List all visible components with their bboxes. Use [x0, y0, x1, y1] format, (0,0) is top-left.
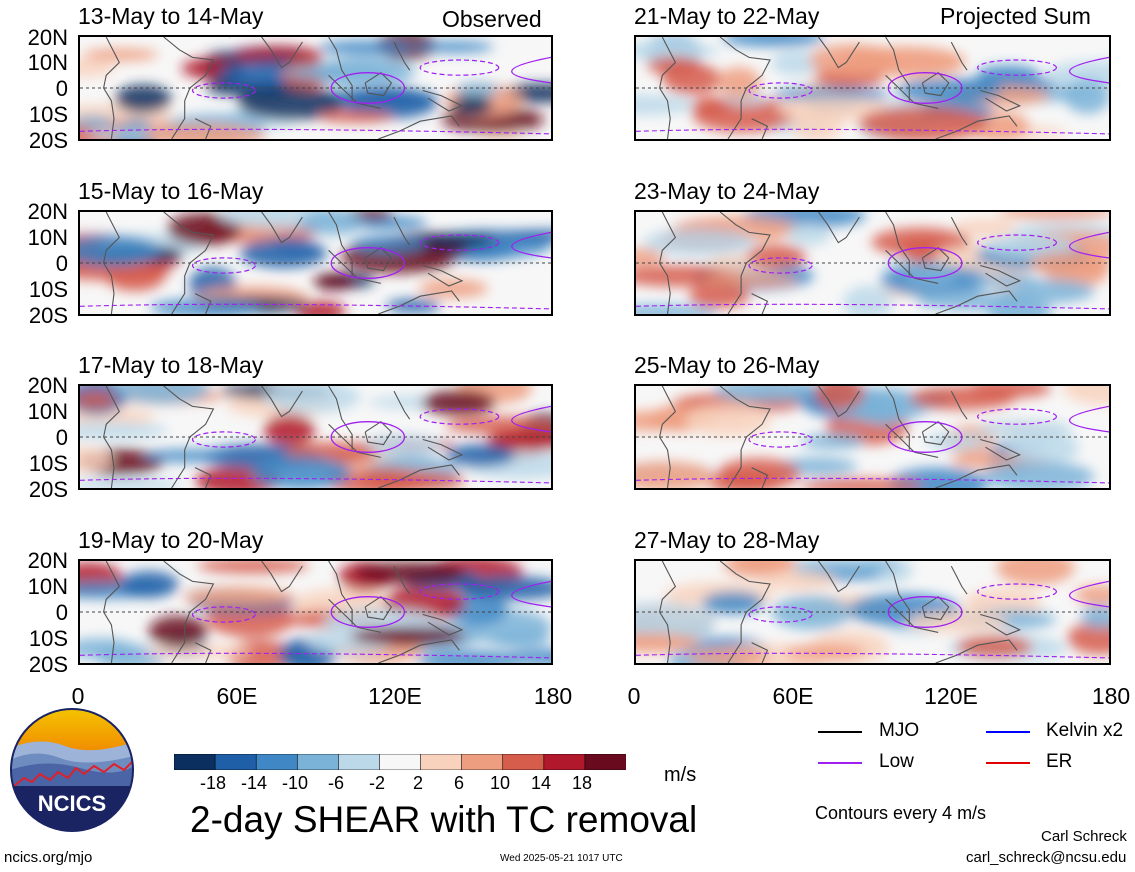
- map-panel-right-4: [634, 559, 1111, 665]
- colorbar-label: 10: [489, 773, 511, 793]
- colorbar-swatch: [255, 753, 299, 771]
- colorbar-swatch: [214, 753, 257, 771]
- legend-er-label: ER: [1046, 751, 1073, 772]
- panel-title-left-2: 15-May to 16-May: [78, 178, 264, 204]
- lon-label-left-120e: 120E: [368, 683, 422, 709]
- panel-title-left-3: 17-May to 18-May: [78, 352, 264, 378]
- lon-label-left-0: 0: [71, 683, 85, 709]
- colorbar-label: 6: [453, 773, 464, 793]
- colorbar: [173, 753, 627, 771]
- colorbar-label: -10: [281, 773, 308, 793]
- lat-label: 20N: [27, 548, 68, 573]
- panel-title-right-1: 21-May to 22-May: [634, 3, 820, 29]
- lon-label-right-180: 180: [1091, 683, 1131, 709]
- shear-field: [80, 386, 551, 488]
- contour-note: Contours every 4 m/s: [815, 803, 987, 823]
- colorbar-label: 14: [530, 773, 552, 793]
- colorbar-label: 2: [412, 773, 423, 793]
- lon-label-right-120e: 120E: [924, 683, 978, 709]
- panel-title-right-2: 23-May to 24-May: [634, 178, 820, 204]
- legend-mjo-line: [818, 731, 862, 733]
- colorbar-unit: m/s: [664, 764, 697, 786]
- map-panel-right-1: [634, 35, 1111, 141]
- colorbar-swatch: [296, 753, 340, 771]
- footer-url[interactable]: ncics.org/mjo: [4, 849, 93, 866]
- footer-email[interactable]: carl_schreck@ncsu.edu: [966, 849, 1127, 866]
- lat-label: 10S: [28, 626, 68, 651]
- colorbar-swatch: [173, 753, 216, 771]
- map-panel-left-2: [78, 210, 553, 316]
- lat-label: 0: [55, 251, 68, 276]
- observed-label: Observed: [442, 6, 542, 32]
- shear-field: [636, 212, 1109, 314]
- colorbar-label: -6: [327, 773, 344, 793]
- shear-field: [80, 212, 551, 314]
- legend-low-label: Low: [879, 751, 914, 772]
- legend-kelvin-label: Kelvin x2: [1046, 720, 1124, 741]
- lat-label: 20N: [27, 25, 68, 50]
- lat-label: 20N: [27, 373, 68, 398]
- colorbar-swatch: [338, 753, 381, 771]
- legend-mjo-label: MJO: [879, 720, 920, 741]
- shear-field: [80, 37, 551, 139]
- panel-title-right-3: 25-May to 26-May: [634, 352, 820, 378]
- shear-field: [636, 561, 1109, 663]
- map-panel-right-2: [634, 210, 1111, 316]
- lon-label-right-0: 0: [627, 683, 641, 709]
- footer-author: Carl Schreck: [1041, 828, 1127, 845]
- lat-label: 20S: [28, 303, 68, 328]
- shear-field: [636, 386, 1109, 488]
- panel-title-left-4: 19-May to 20-May: [78, 527, 264, 553]
- legend-er-line: [986, 762, 1030, 764]
- map-panel-left-4: [78, 559, 553, 665]
- ncics-logo: NCICS: [10, 708, 134, 832]
- lon-label-left-180: 180: [533, 683, 573, 709]
- colorbar-label: 18: [571, 773, 593, 793]
- legend-low-line: [818, 762, 862, 764]
- panel-title-right-4: 27-May to 28-May: [634, 527, 820, 553]
- colorbar-swatch: [543, 753, 586, 771]
- colorbar-swatch: [584, 753, 627, 771]
- lat-label: 0: [55, 76, 68, 101]
- lat-label: 10N: [27, 399, 68, 424]
- colorbar-swatch: [461, 753, 504, 771]
- lat-label: 10N: [27, 50, 68, 75]
- lon-label-right-60e: 60E: [772, 683, 814, 709]
- footer-timestamp: Wed 2025-05-21 1017 UTC: [500, 853, 623, 864]
- projected-sum-label: Projected Sum: [940, 3, 1091, 29]
- main-title: 2-day SHEAR with TC removal: [190, 799, 698, 840]
- lat-label: 20N: [27, 199, 68, 224]
- lat-label: 20S: [28, 652, 68, 677]
- shear-field: [80, 561, 551, 663]
- map-panel-right-3: [634, 384, 1111, 490]
- colorbar-swatches: [173, 753, 627, 771]
- panel-title-left-1: 13-May to 14-May: [78, 3, 264, 29]
- shear-field: [636, 37, 1109, 139]
- lat-label: 10N: [27, 225, 68, 250]
- lat-label: 20S: [28, 477, 68, 502]
- lat-label: 10S: [28, 277, 68, 302]
- lat-label: 20S: [28, 128, 68, 153]
- lat-label: 10S: [28, 102, 68, 127]
- colorbar-swatch: [502, 753, 545, 771]
- logo-text: NCICS: [38, 791, 106, 816]
- map-panel-left-1: [78, 35, 553, 141]
- map-panel-left-3: [78, 384, 553, 490]
- legend-kelvin-line: [986, 731, 1030, 733]
- colorbar-label: -18: [199, 773, 226, 793]
- lat-label: 10N: [27, 574, 68, 599]
- colorbar-label: -2: [368, 773, 385, 793]
- colorbar-label: -14: [240, 773, 267, 793]
- lat-label: 0: [55, 600, 68, 625]
- lat-label: 10S: [28, 451, 68, 476]
- lat-label: 0: [55, 425, 68, 450]
- colorbar-swatch: [420, 753, 463, 771]
- colorbar-swatch: [379, 753, 422, 771]
- lon-label-left-60e: 60E: [216, 683, 258, 709]
